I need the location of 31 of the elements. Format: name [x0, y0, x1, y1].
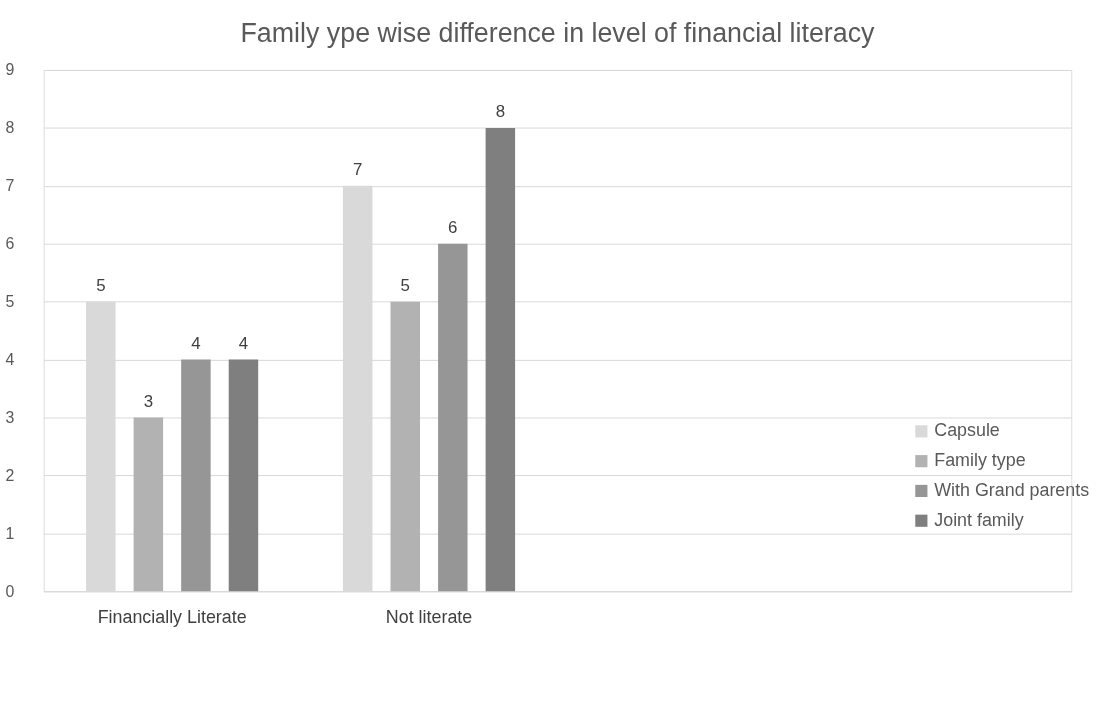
y-tick-label: 2: [5, 466, 15, 484]
bar: [228, 359, 259, 592]
data-label: 8: [495, 101, 506, 121]
chart-title: Family ype wise difference in level of financial literacy: [240, 18, 876, 49]
y-tick-label: 7: [5, 177, 15, 195]
y-tick-label: 4: [5, 351, 15, 369]
y-tick-label: 9: [5, 61, 15, 79]
y-tick-label: 0: [5, 582, 15, 600]
data-label: 6: [448, 217, 458, 237]
data-label: 4: [191, 333, 201, 353]
y-tick-label: 5: [5, 293, 15, 311]
y-tick-label: 3: [5, 408, 15, 426]
bar: [133, 417, 164, 592]
y-tick-label: 1: [5, 524, 15, 542]
x-tick-label: Not literate: [385, 607, 473, 628]
bar: [181, 359, 211, 592]
bar: [485, 127, 516, 592]
legend-label: With Grand parents: [934, 479, 1090, 500]
data-label: 7: [353, 159, 363, 179]
data-label: 3: [143, 391, 154, 411]
bar: [438, 243, 468, 592]
bar: [390, 301, 420, 592]
legend-label: Capsule: [934, 420, 1000, 441]
data-label: 5: [96, 275, 106, 295]
legend-label: Joint family: [934, 509, 1024, 530]
y-tick-label: 6: [5, 235, 15, 253]
data-label: 4: [238, 333, 249, 353]
x-tick-label: Financially Literate: [97, 607, 247, 628]
y-tick-label: 8: [5, 119, 15, 137]
legend-label: Family type: [934, 450, 1026, 471]
data-label: 5: [400, 275, 410, 295]
